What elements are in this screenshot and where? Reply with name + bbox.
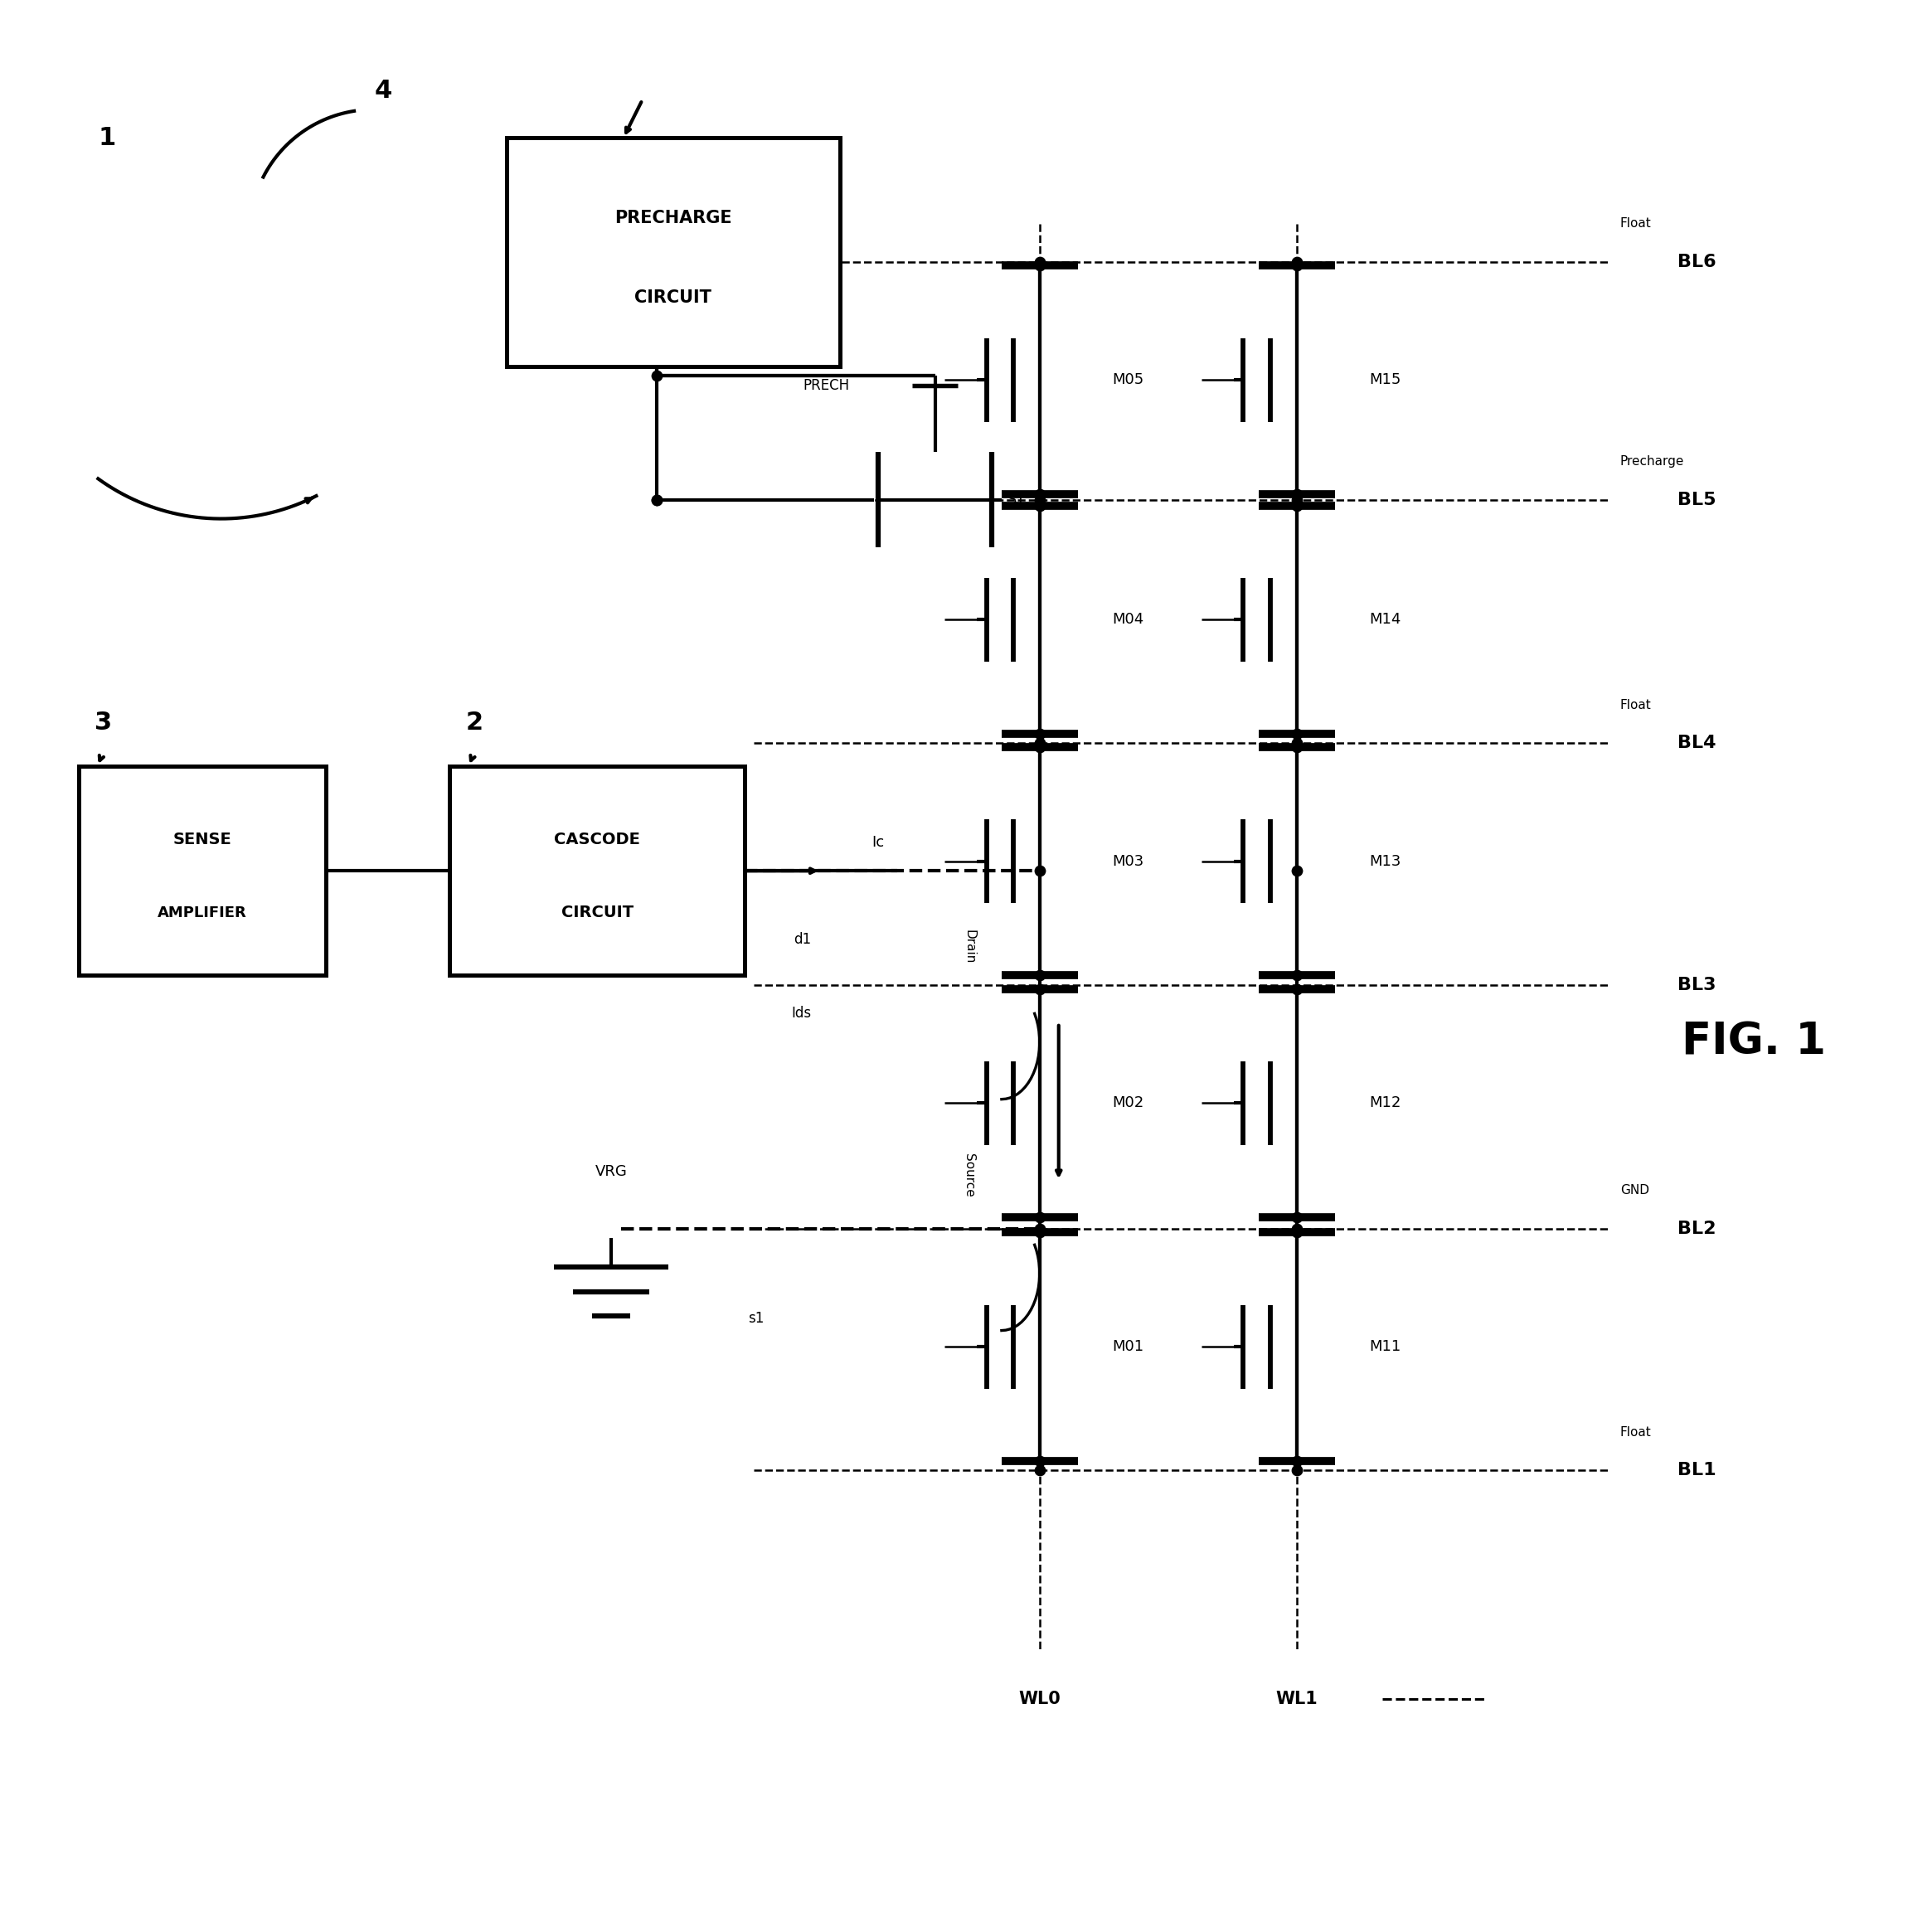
Point — [1025, 491, 1055, 522]
Bar — [450, 767, 744, 976]
Point — [1282, 249, 1313, 280]
Point — [1282, 491, 1313, 522]
Text: 3: 3 — [93, 711, 113, 734]
Point — [1025, 249, 1055, 280]
Point — [641, 485, 672, 516]
Bar — [78, 767, 326, 976]
Text: Float: Float — [1620, 218, 1652, 230]
Text: M14: M14 — [1368, 612, 1400, 628]
Text: PRECHARGE: PRECHARGE — [614, 211, 733, 226]
Text: CIRCUIT: CIRCUIT — [561, 904, 633, 920]
Point — [1025, 1217, 1055, 1248]
Text: VRG: VRG — [595, 1165, 628, 1179]
Text: Drain: Drain — [964, 929, 975, 964]
Text: SENSE: SENSE — [174, 831, 231, 848]
Point — [641, 485, 672, 516]
Point — [1282, 1445, 1313, 1476]
Point — [1025, 856, 1055, 887]
Point — [1282, 728, 1313, 759]
Text: M01: M01 — [1112, 1339, 1143, 1354]
Text: d1: d1 — [794, 931, 811, 947]
Point — [1282, 1213, 1313, 1244]
Text: WL0: WL0 — [1019, 1690, 1061, 1708]
Point — [1282, 856, 1313, 887]
Point — [1282, 1455, 1313, 1486]
Point — [1282, 974, 1313, 1005]
Text: BL2: BL2 — [1677, 1221, 1715, 1236]
Text: M12: M12 — [1368, 1095, 1400, 1111]
Text: GND: GND — [1620, 1184, 1649, 1196]
Text: CASCODE: CASCODE — [553, 831, 641, 848]
Text: CIRCUIT: CIRCUIT — [635, 290, 712, 305]
Text: BL6: BL6 — [1677, 253, 1715, 270]
Point — [1282, 719, 1313, 750]
Text: PRECH: PRECH — [803, 379, 849, 392]
Point — [1282, 1202, 1313, 1233]
Text: Float: Float — [1620, 1426, 1652, 1439]
Text: M05: M05 — [1112, 373, 1143, 386]
Text: M03: M03 — [1112, 854, 1143, 869]
Point — [1025, 719, 1055, 750]
Text: M04: M04 — [1112, 612, 1143, 628]
Text: BL5: BL5 — [1677, 491, 1715, 508]
Text: 4: 4 — [374, 79, 391, 102]
Text: FIG. 1: FIG. 1 — [1681, 1020, 1826, 1065]
Text: M02: M02 — [1112, 1095, 1143, 1111]
Point — [1025, 1455, 1055, 1486]
Text: BL3: BL3 — [1677, 978, 1715, 993]
Text: ST: ST — [1007, 493, 1027, 506]
Text: Ids: Ids — [792, 1007, 811, 1020]
Point — [1282, 732, 1313, 763]
Text: BL4: BL4 — [1677, 734, 1715, 752]
Point — [1025, 728, 1055, 759]
Text: M11: M11 — [1368, 1339, 1400, 1354]
Text: 2: 2 — [466, 711, 483, 734]
Point — [1025, 245, 1055, 276]
Bar — [508, 137, 840, 367]
Point — [1025, 1445, 1055, 1476]
Text: Source: Source — [964, 1153, 975, 1198]
Text: Ic: Ic — [872, 835, 883, 850]
Text: s1: s1 — [748, 1310, 763, 1325]
Text: M15: M15 — [1368, 373, 1400, 386]
Point — [1282, 1217, 1313, 1248]
Point — [1282, 960, 1313, 991]
Point — [1025, 479, 1055, 510]
Text: 1: 1 — [97, 126, 116, 151]
Point — [641, 361, 672, 392]
Text: Precharge: Precharge — [1620, 456, 1685, 468]
Text: AMPLIFIER: AMPLIFIER — [158, 906, 246, 920]
Point — [1025, 960, 1055, 991]
Point — [1282, 245, 1313, 276]
Point — [1025, 1202, 1055, 1233]
Point — [1025, 485, 1055, 516]
Text: Float: Float — [1620, 699, 1652, 711]
Point — [1025, 974, 1055, 1005]
Point — [1282, 479, 1313, 510]
Text: BL1: BL1 — [1677, 1463, 1715, 1478]
Point — [1282, 485, 1313, 516]
Text: M13: M13 — [1368, 854, 1400, 869]
Text: WL1: WL1 — [1276, 1690, 1318, 1708]
Point — [1025, 1213, 1055, 1244]
Point — [1025, 732, 1055, 763]
